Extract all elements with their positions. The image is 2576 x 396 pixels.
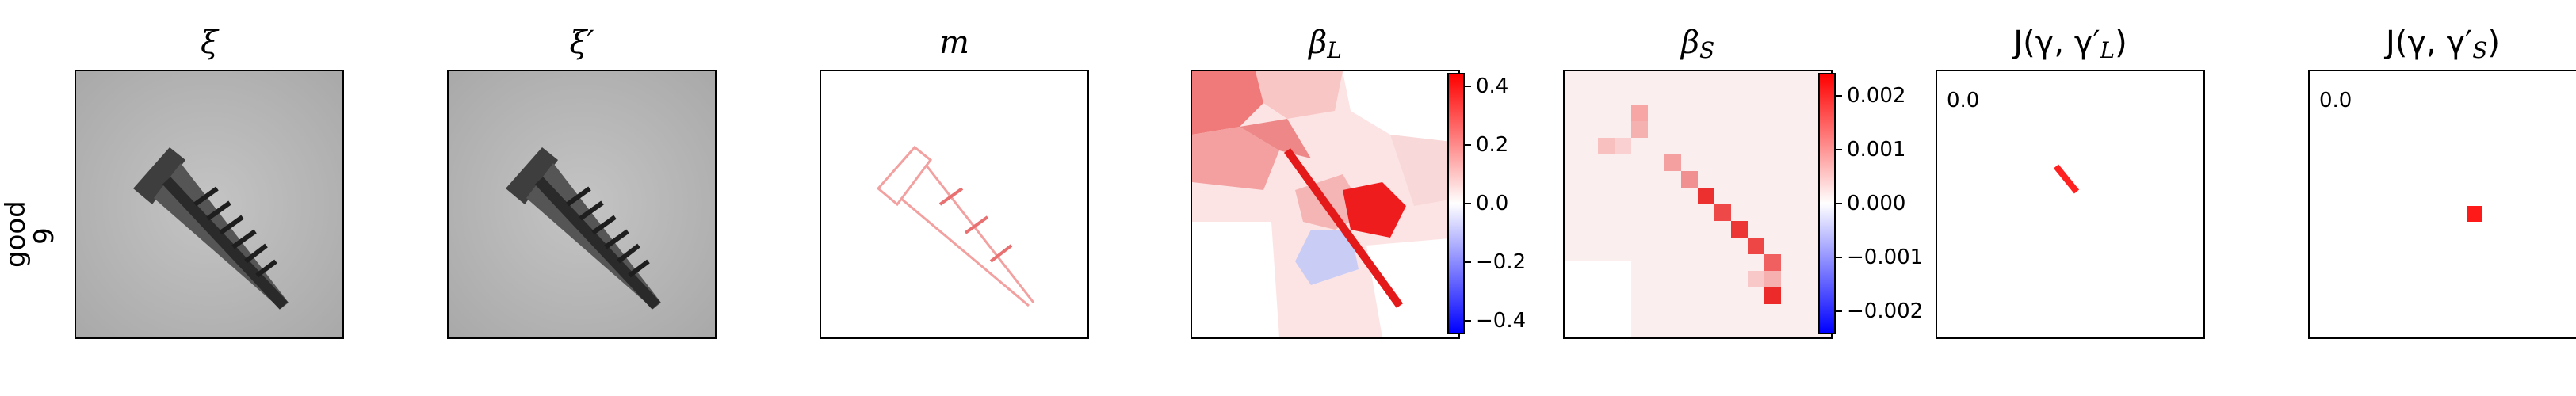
colorbar-beta-l-tick [1465,261,1471,263]
colorbar-beta-l-ticklabel: 0.0 [1476,192,1509,215]
panel-beta-s-map [1563,70,1833,339]
title-j-l: J(γ, γ′L) [2013,25,2127,63]
panel-j-s: 0.0 [2308,70,2576,339]
colorbar-beta-l-ticklabel: 0.4 [1476,74,1509,98]
title-xi-prime: ξ′ [569,25,594,61]
panel-beta-l-map [1191,70,1460,339]
row-label-index: 9 [29,227,60,245]
colorbar-beta-l-tick [1465,86,1471,87]
screw-image-original [76,71,342,337]
colorbar-beta-l [1447,73,1465,334]
title-beta-s: βS [1680,25,1715,63]
j-l-map [2053,164,2080,194]
row-label-class: good [0,200,32,268]
panel-xi-image [75,70,344,339]
title-j-s: J(γ, γ′S) [2385,25,2501,63]
panel-m-mask [820,70,1089,339]
colorbar-beta-s-tick [1836,257,1842,258]
colorbar-beta-s-tick [1836,310,1842,312]
colorbar-beta-s [1818,73,1836,334]
screw-image-reconstructed [449,71,715,337]
colorbar-beta-s-tick [1836,95,1842,97]
colorbar-beta-l-ticklabel: 0.2 [1476,133,1509,157]
row-label: good 9 [0,200,65,268]
colorbar-beta-l-tick [1465,320,1471,322]
colorbar-beta-s-ticklabel: 0.001 [1847,138,1906,162]
colorbar-beta-s-ticklabel: 0.000 [1847,192,1906,215]
panel-xi-prime-image [447,70,717,339]
beta-l-heatmap [1192,71,1458,337]
j-l-value: 0.0 [1947,89,1980,112]
colorbar-beta-s-tick [1836,149,1842,150]
j-s-map [2467,206,2482,222]
beta-s-heatmap [1565,71,1831,337]
title-beta-l: βL [1309,25,1342,63]
colorbar-beta-s-ticklabel: 0.002 [1847,84,1906,108]
j-s-value: 0.0 [2319,89,2352,112]
title-m: m [939,25,969,61]
title-xi: ξ [200,25,219,61]
mask-image [821,71,1087,337]
colorbar-beta-s-tick [1836,203,1842,204]
colorbar-beta-s-ticklabel: −0.002 [1847,299,1924,323]
panel-j-l: 0.0 [1936,70,2205,339]
colorbar-beta-l-ticklabel: −0.2 [1476,250,1527,274]
colorbar-beta-s-ticklabel: −0.001 [1847,246,1924,269]
colorbar-beta-l-tick [1465,144,1471,146]
colorbar-beta-l-tick [1465,203,1471,204]
colorbar-beta-l-ticklabel: −0.4 [1476,309,1527,333]
